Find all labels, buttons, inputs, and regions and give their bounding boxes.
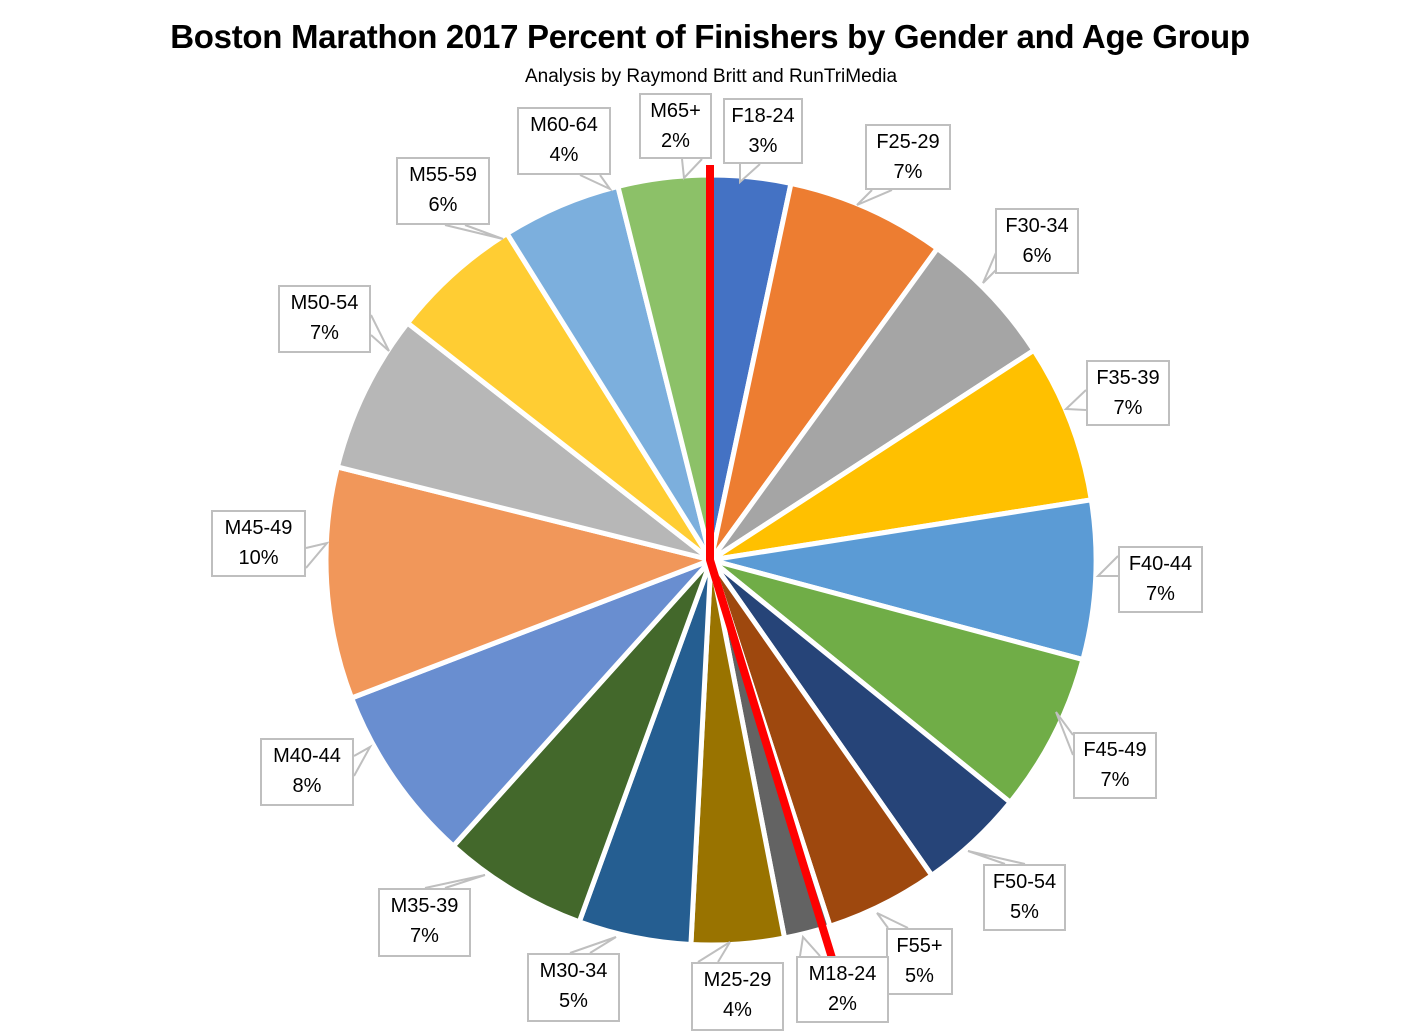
data-label-f50-54: F50-54 5% xyxy=(983,864,1066,931)
data-label-value: 5% xyxy=(905,965,934,987)
pie-slice-m55-59 xyxy=(405,231,714,563)
data-label-category: M65+ xyxy=(650,100,701,122)
data-label-category: F55+ xyxy=(896,935,943,957)
data-label-f30-34: F30-34 6% xyxy=(995,208,1079,274)
chart-title: Boston Marathon 2017 Percent of Finisher… xyxy=(170,18,1250,55)
data-label-category: M25-29 xyxy=(703,969,772,991)
callout-pointer xyxy=(1095,555,1119,577)
data-label-value: 2% xyxy=(661,130,690,152)
callout-pointer xyxy=(1055,711,1074,756)
data-label-value: 7% xyxy=(410,925,439,947)
callout-pointer xyxy=(982,247,999,284)
data-label-category: F50-54 xyxy=(992,871,1057,893)
callout-pointer xyxy=(856,189,893,206)
pie-slice-f25-29 xyxy=(708,180,940,563)
data-label-value: 7% xyxy=(1113,397,1143,419)
data-label-value: 3% xyxy=(748,135,778,157)
data-label-category: F18-24 xyxy=(731,105,795,127)
data-label-category: M60-64 xyxy=(530,114,598,136)
pie-slice-f40-44 xyxy=(708,497,1099,663)
data-label-category: F30-34 xyxy=(1005,215,1069,237)
pie-slice-m45-49 xyxy=(323,464,714,701)
callout-pointer xyxy=(305,541,330,569)
data-label-category: M18-24 xyxy=(808,963,877,985)
data-label-category: M45-49 xyxy=(224,517,293,539)
data-label-m55-59: M55-59 6% xyxy=(396,157,490,225)
pie-slice-f30-34 xyxy=(708,246,1037,563)
data-label-value: 10% xyxy=(238,547,279,569)
data-label-category: F45-49 xyxy=(1083,739,1147,761)
data-label-value: 2% xyxy=(828,993,857,1015)
data-label-value: 5% xyxy=(1010,901,1039,923)
data-label-category: M55-59 xyxy=(409,164,477,186)
data-label-value: 5% xyxy=(559,990,588,1012)
data-label-f35-39: F35-39 7% xyxy=(1086,360,1170,426)
pie-slices xyxy=(323,172,1099,948)
data-label-value: 7% xyxy=(310,322,339,344)
callout-pointer xyxy=(799,934,821,957)
data-label-m40-44: M40-44 8% xyxy=(260,738,354,806)
callout-pointer xyxy=(424,874,486,889)
data-label-category: F35-39 xyxy=(1096,367,1160,389)
data-label-m25-29: M25-29 4% xyxy=(691,962,784,1031)
callout-pointer xyxy=(353,744,373,777)
pie-slice-m40-44 xyxy=(349,557,714,849)
data-label-value: 7% xyxy=(1146,583,1175,605)
data-label-m30-34: M30-34 5% xyxy=(527,953,620,1022)
data-label-f55plus: F55+ 5% xyxy=(886,928,953,995)
callout-pointer xyxy=(444,224,504,240)
gender-divider-line xyxy=(706,165,836,960)
data-label-m60-64: M60-64 4% xyxy=(517,107,611,175)
callout-pointer xyxy=(739,163,761,185)
chart-subtitle: Analysis by Raymond Britt and RunTriMedi… xyxy=(524,66,898,87)
data-label-category: M50-54 xyxy=(290,292,359,314)
callout-pointer xyxy=(697,941,731,963)
data-label-category: F40-44 xyxy=(1128,553,1193,575)
data-label-f40-44: F40-44 7% xyxy=(1118,546,1203,613)
data-label-value: 6% xyxy=(428,194,458,216)
data-label-m18-24: M18-24 2% xyxy=(796,956,889,1023)
data-label-value: 4% xyxy=(723,999,752,1021)
data-label-m45-49: M45-49 10% xyxy=(211,510,306,577)
data-label-f25-29: F25-29 7% xyxy=(865,124,951,190)
pie-slice-f35-39 xyxy=(708,347,1094,563)
callout-pointer xyxy=(579,174,614,192)
data-label-f18-24: F18-24 3% xyxy=(723,98,803,164)
pie-slice-m35-39 xyxy=(450,557,714,925)
data-label-m65plus: M65+ 2% xyxy=(639,93,712,159)
data-label-f45-49: F45-49 7% xyxy=(1073,732,1157,799)
data-label-m50-54: M50-54 7% xyxy=(278,285,371,353)
callout-pointer xyxy=(1063,389,1087,411)
data-label-m35-39: M35-39 7% xyxy=(378,888,471,957)
callout-pointer xyxy=(370,314,390,352)
callout-pointer xyxy=(569,936,617,954)
callout-pointer xyxy=(681,158,703,181)
data-label-value: 7% xyxy=(1100,769,1130,791)
data-label-value: 4% xyxy=(549,144,579,166)
data-label-value: 7% xyxy=(893,161,923,183)
callout-pointer xyxy=(876,912,909,929)
data-label-category: F25-29 xyxy=(876,131,940,153)
data-label-value: 8% xyxy=(292,775,322,797)
data-label-category: M40-44 xyxy=(273,745,341,767)
label-callouts xyxy=(305,158,1119,963)
pie-slice-f45-49 xyxy=(708,557,1086,805)
data-label-value: 6% xyxy=(1022,245,1052,267)
pie-slice-m50-54 xyxy=(334,320,714,563)
data-label-category: M35-39 xyxy=(390,895,459,917)
data-label-category: M30-34 xyxy=(539,960,608,982)
callout-pointer xyxy=(967,850,1026,865)
